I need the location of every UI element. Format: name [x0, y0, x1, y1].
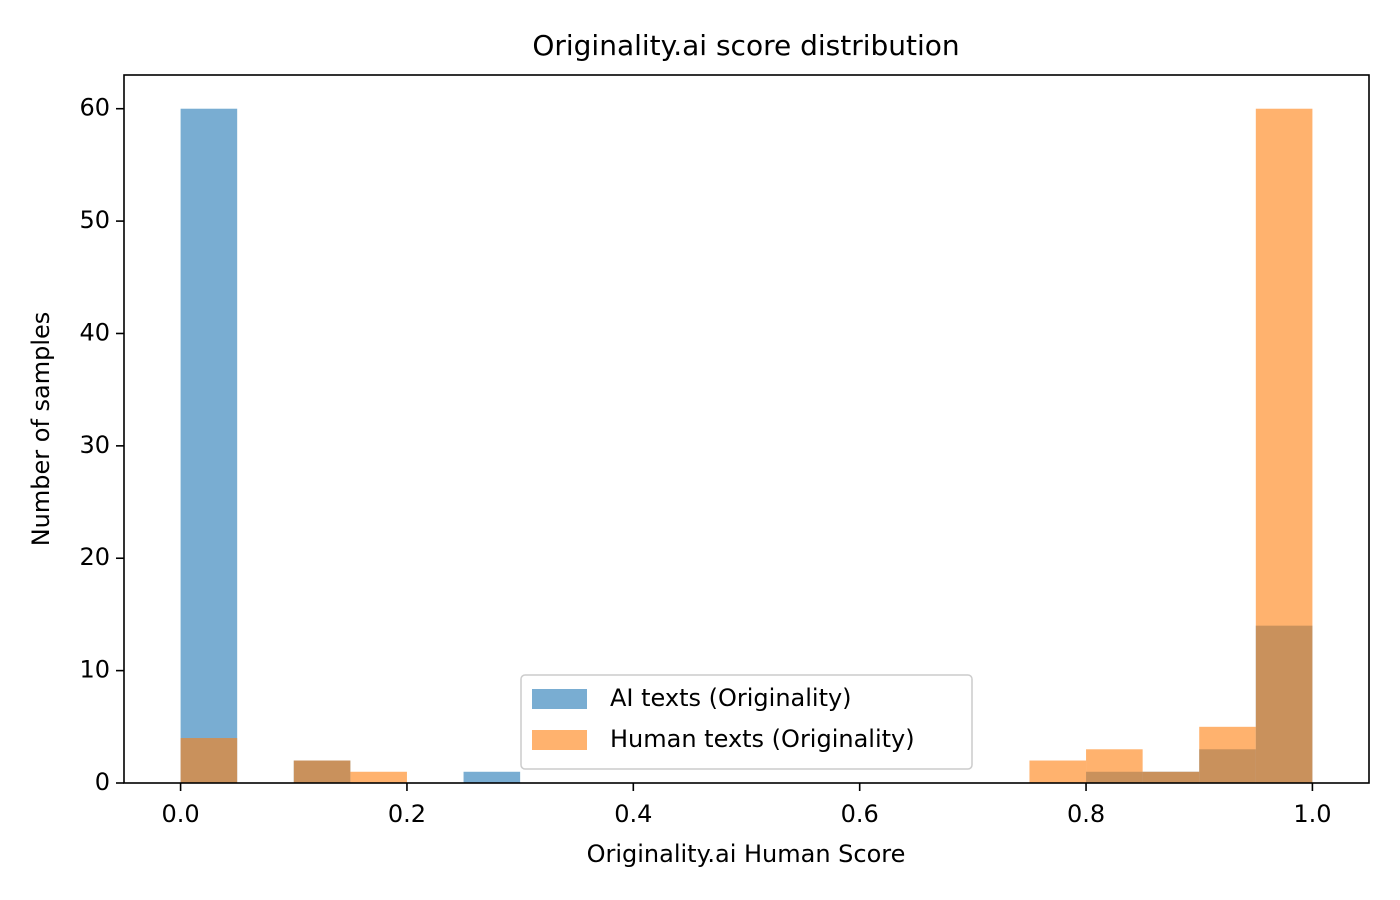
bar [1086, 749, 1143, 783]
x-tick-label: 0.4 [614, 800, 652, 828]
bar [180, 738, 238, 783]
bar [1029, 760, 1087, 783]
bar [1142, 771, 1200, 783]
y-axis-label: Number of samples [27, 312, 55, 547]
chart-title: Originality.ai score distribution [532, 29, 959, 62]
legend-box [520, 674, 973, 770]
x-tick-label: 0.0 [162, 800, 200, 828]
x-axis-label: Originality.ai Human Score [587, 840, 906, 868]
bar [1255, 108, 1313, 783]
x-tick-label: 0.2 [388, 800, 426, 828]
legend-label: Human texts (Originality) [610, 725, 915, 753]
y-tick-label: 0 [95, 768, 110, 796]
x-tick-label: 1.0 [1293, 800, 1331, 828]
bar [1199, 726, 1256, 783]
legend-swatch [532, 689, 587, 709]
plot-frame [123, 74, 1370, 784]
y-tick-label: 60 [79, 94, 110, 122]
x-tick-label: 0.8 [1067, 800, 1105, 828]
legend-label: AI texts (Originality) [610, 684, 852, 712]
y-tick-label: 50 [79, 206, 110, 234]
y-tick-label: 10 [79, 656, 110, 684]
y-tick-label: 20 [79, 543, 110, 571]
bar [293, 760, 351, 783]
bar [463, 771, 521, 783]
bar [350, 771, 407, 783]
x-tick-label: 0.6 [841, 800, 879, 828]
y-tick-label: 30 [79, 431, 110, 459]
y-tick-label: 40 [79, 318, 110, 346]
bar [180, 108, 238, 783]
legend-swatch [532, 730, 587, 750]
